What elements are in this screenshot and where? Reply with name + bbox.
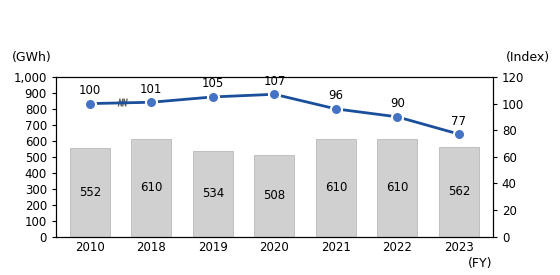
Text: 610: 610 — [386, 181, 409, 194]
Text: 610: 610 — [140, 181, 162, 194]
Text: (Index): (Index) — [506, 51, 549, 64]
Text: (FY): (FY) — [468, 257, 493, 269]
Bar — [377, 139, 417, 236]
Text: 610: 610 — [325, 181, 347, 194]
Bar — [316, 139, 356, 236]
Text: 105: 105 — [202, 77, 224, 90]
Text: 508: 508 — [263, 189, 286, 202]
Text: 107: 107 — [263, 75, 286, 88]
Bar — [70, 148, 110, 236]
Text: 562: 562 — [448, 185, 470, 198]
Text: 100: 100 — [79, 84, 101, 97]
Bar — [439, 147, 479, 236]
Bar — [132, 139, 171, 236]
Text: 77: 77 — [451, 114, 466, 128]
Text: 534: 534 — [202, 188, 224, 200]
Text: 552: 552 — [79, 186, 101, 199]
Text: 90: 90 — [390, 97, 405, 110]
Bar — [254, 155, 295, 236]
Bar — [193, 151, 233, 236]
Text: (GWh): (GWh) — [12, 51, 52, 64]
Text: 101: 101 — [140, 82, 162, 96]
Text: 96: 96 — [328, 89, 343, 102]
